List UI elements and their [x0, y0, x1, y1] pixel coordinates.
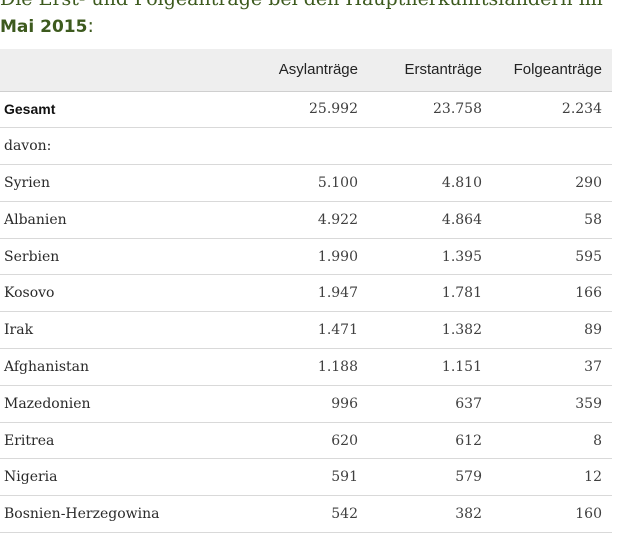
cell-asylantraege: 996 [228, 385, 368, 423]
row-label: Bosnien-Herzegowina [0, 495, 228, 533]
asylum-table: Asylanträge Erstanträge Folgeanträge Ges… [0, 49, 612, 533]
cell-erstantraege: 579 [368, 458, 492, 497]
table-row-davon: davon: [0, 127, 612, 166]
row-label: Albanien [0, 201, 228, 239]
title-colon: : [87, 15, 94, 37]
cell-asylantraege: 25.992 [228, 91, 368, 129]
table-header-row: Asylanträge Erstanträge Folgeanträge [0, 49, 612, 92]
cell-erstantraege: 1.382 [368, 311, 492, 350]
cell-folgeantraege: 160 [492, 495, 612, 533]
cell-folgeantraege: 2.234 [492, 91, 612, 129]
table-row: Bosnien-Herzegowina 542 382 160 [0, 495, 612, 533]
cell-erstantraege: 382 [368, 495, 492, 533]
header-erstantraege: Erstanträge [368, 49, 492, 92]
row-label: Mazedonien [0, 385, 228, 423]
cell-erstantraege: 612 [368, 422, 492, 460]
cell-folgeantraege: 37 [492, 348, 612, 386]
cell-asylantraege: 4.922 [228, 201, 368, 239]
cell-erstantraege: 1.781 [368, 274, 492, 313]
table-row-total: Gesamt 25.992 23.758 2.234 [0, 91, 612, 129]
header-folgeantraege: Folgeanträge [492, 49, 612, 92]
table-row: Eritrea 620 612 8 [0, 422, 612, 460]
table-row: Syrien 5.100 4.810 290 [0, 164, 612, 202]
table-row: Kosovo 1.947 1.781 166 [0, 274, 612, 313]
cell-asylantraege: 5.100 [228, 164, 368, 202]
table-row: Albanien 4.922 4.864 58 [0, 201, 612, 239]
cell-empty [228, 127, 368, 166]
cell-folgeantraege: 12 [492, 458, 612, 497]
cell-folgeantraege: 595 [492, 238, 612, 276]
row-label: Syrien [0, 164, 228, 202]
cell-empty [492, 127, 612, 166]
cell-folgeantraege: 166 [492, 274, 612, 313]
row-label: Kosovo [0, 274, 228, 313]
row-label: Serbien [0, 238, 228, 276]
title-line-1: Die Erst- und Folgeanträge bei den Haupt… [0, 0, 620, 13]
row-label: Afghanistan [0, 348, 228, 386]
header-country [0, 49, 228, 92]
cell-asylantraege: 1.947 [228, 274, 368, 313]
cell-asylantraege: 542 [228, 495, 368, 533]
header-asylantraege: Asylanträge [228, 49, 368, 92]
cell-erstantraege: 4.810 [368, 164, 492, 202]
row-label: Gesamt [0, 91, 228, 129]
cell-asylantraege: 1.188 [228, 348, 368, 386]
cell-asylantraege: 620 [228, 422, 368, 460]
cell-asylantraege: 591 [228, 458, 368, 497]
cell-folgeantraege: 290 [492, 164, 612, 202]
cell-folgeantraege: 359 [492, 385, 612, 423]
cell-asylantraege: 1.471 [228, 311, 368, 350]
table-row: Serbien 1.990 1.395 595 [0, 238, 612, 276]
table-row: Nigeria 591 579 12 [0, 458, 612, 497]
row-label: davon: [0, 127, 228, 166]
row-label: Nigeria [0, 458, 228, 497]
cell-asylantraege: 1.990 [228, 238, 368, 276]
cell-folgeantraege: 89 [492, 311, 612, 350]
page-title: Die Erst- und Folgeanträge bei den Haupt… [0, 0, 620, 41]
cell-empty [368, 127, 492, 166]
table-row: Afghanistan 1.188 1.151 37 [0, 348, 612, 386]
cell-folgeantraege: 58 [492, 201, 612, 239]
title-line-2: Mai 2015: [0, 13, 620, 41]
row-label: Irak [0, 311, 228, 350]
row-label: Eritrea [0, 422, 228, 460]
cell-folgeantraege: 8 [492, 422, 612, 460]
cell-erstantraege: 23.758 [368, 91, 492, 129]
cell-erstantraege: 4.864 [368, 201, 492, 239]
cell-erstantraege: 1.395 [368, 238, 492, 276]
cell-erstantraege: 637 [368, 385, 492, 423]
cell-erstantraege: 1.151 [368, 348, 492, 386]
table-row: Mazedonien 996 637 359 [0, 385, 612, 423]
title-month: Mai 2015 [0, 17, 88, 37]
table-row: Irak 1.471 1.382 89 [0, 311, 612, 350]
